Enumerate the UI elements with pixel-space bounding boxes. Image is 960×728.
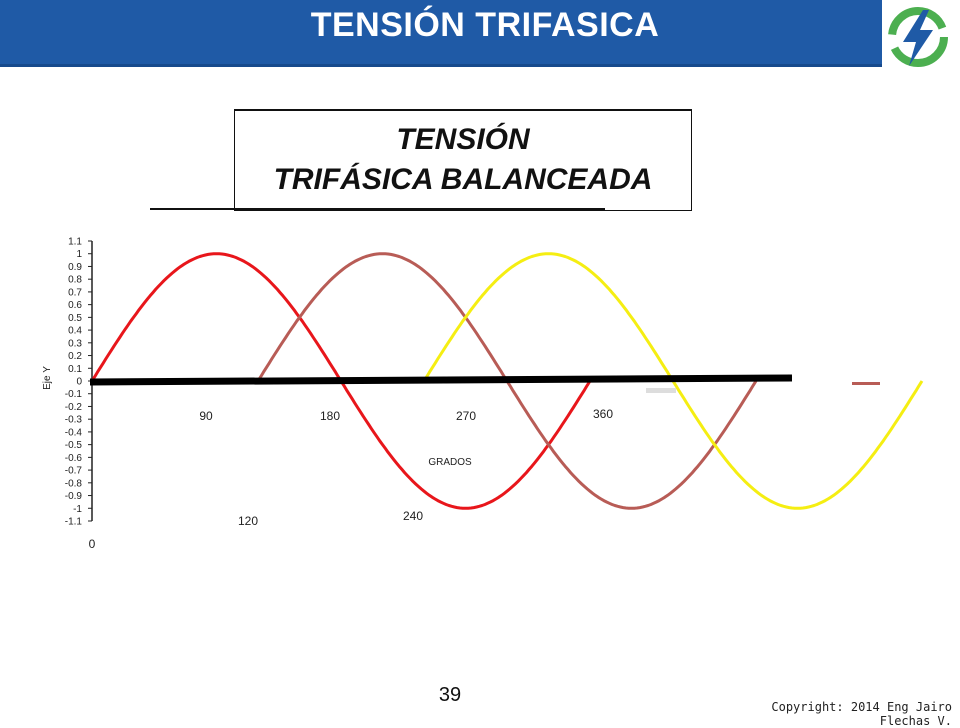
y-tick-label: -0.4 bbox=[65, 427, 83, 438]
y-tick-label: -0.1 bbox=[65, 389, 83, 400]
chart-title-line1: TENSIÓN bbox=[396, 123, 530, 156]
x-axis-line bbox=[89, 374, 793, 386]
y-tick-label: 1 bbox=[76, 249, 82, 260]
y-tick-label: 0.5 bbox=[68, 313, 82, 324]
legend-dash-red bbox=[852, 382, 880, 385]
y-tick-label: -0.3 bbox=[65, 415, 83, 426]
x-tick-label: 120 bbox=[238, 514, 258, 528]
x-tick-label: 240 bbox=[403, 509, 423, 523]
y-tick-label: -0.9 bbox=[65, 491, 83, 502]
legend-dash-gray bbox=[646, 388, 676, 393]
y-tick-label: 0.9 bbox=[68, 262, 82, 273]
copyright-text: Copyright: 2014 Eng Jairo Flechas V. bbox=[771, 700, 952, 728]
lightning-bolt-icon bbox=[888, 7, 948, 67]
x-tick-label: 90 bbox=[199, 409, 213, 423]
chart-title-line2: TRIFÁSICA BALANCEADA bbox=[273, 163, 653, 196]
page-number: 39 bbox=[438, 684, 462, 706]
y-tick-label: 0.8 bbox=[68, 275, 82, 286]
x-tick-label: 360 bbox=[593, 407, 613, 421]
page-title: TENSIÓN TRIFASICA bbox=[310, 6, 660, 44]
y-tick-label: 0.7 bbox=[68, 287, 82, 298]
y-tick-label: 0.4 bbox=[68, 326, 82, 337]
y-tick-label: -1.1 bbox=[65, 517, 83, 528]
y-tick-label: 0.3 bbox=[68, 338, 82, 349]
y-tick-label: -1 bbox=[73, 504, 82, 515]
chart-title-box: TENSIÓN TRIFÁSICA BALANCEADA bbox=[234, 109, 692, 211]
y-tick-label: 0.6 bbox=[68, 300, 82, 311]
y-tick-label: 0 bbox=[76, 377, 82, 388]
y-tick-label: -0.8 bbox=[65, 478, 83, 489]
header-bar bbox=[0, 0, 882, 67]
title-underline bbox=[150, 208, 605, 210]
y-tick-label: -0.6 bbox=[65, 453, 83, 464]
y-tick-label: 0.1 bbox=[68, 364, 82, 375]
y-tick-label: -0.2 bbox=[65, 402, 83, 413]
x-tick-label: 0 bbox=[89, 537, 96, 551]
y-tick-label: -0.5 bbox=[65, 440, 83, 451]
x-axis-label: GRADOS bbox=[428, 457, 472, 468]
y-tick-label: -0.7 bbox=[65, 466, 83, 477]
y-axis-label: Eje Y bbox=[42, 366, 53, 390]
x-tick-label: 270 bbox=[456, 409, 476, 423]
y-tick-label: 1.1 bbox=[68, 237, 82, 248]
x-tick-label: 180 bbox=[320, 409, 340, 423]
y-tick-label: 0.2 bbox=[68, 351, 82, 362]
